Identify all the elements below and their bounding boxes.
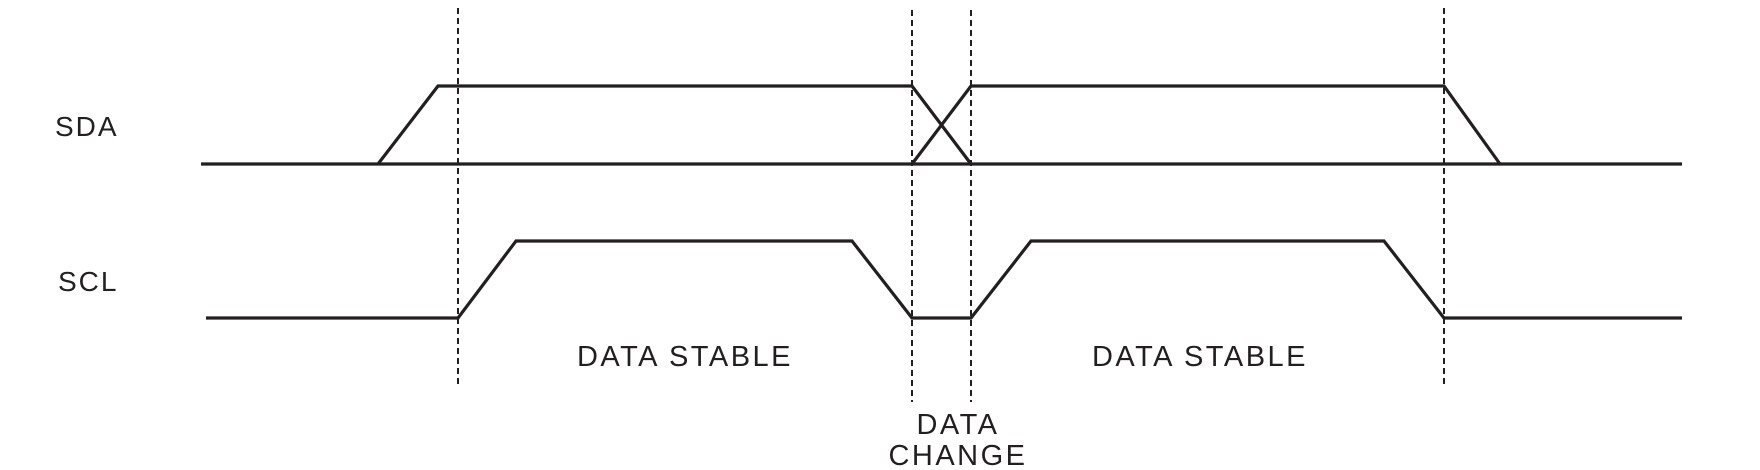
data-stable-label-2: DATA STABLE bbox=[1092, 341, 1308, 373]
data-change-label-line2: CHANGE bbox=[888, 440, 1027, 470]
data-stable-label-1: DATA STABLE bbox=[577, 341, 793, 373]
sda-pulse-2 bbox=[910, 84, 1502, 165]
data-change-label-line1: DATA bbox=[916, 409, 999, 441]
sda-pulse-1 bbox=[376, 84, 973, 165]
scl-waveform bbox=[206, 239, 1682, 320]
sda-label: SDA bbox=[55, 111, 119, 142]
scl-label: SCL bbox=[58, 266, 118, 297]
